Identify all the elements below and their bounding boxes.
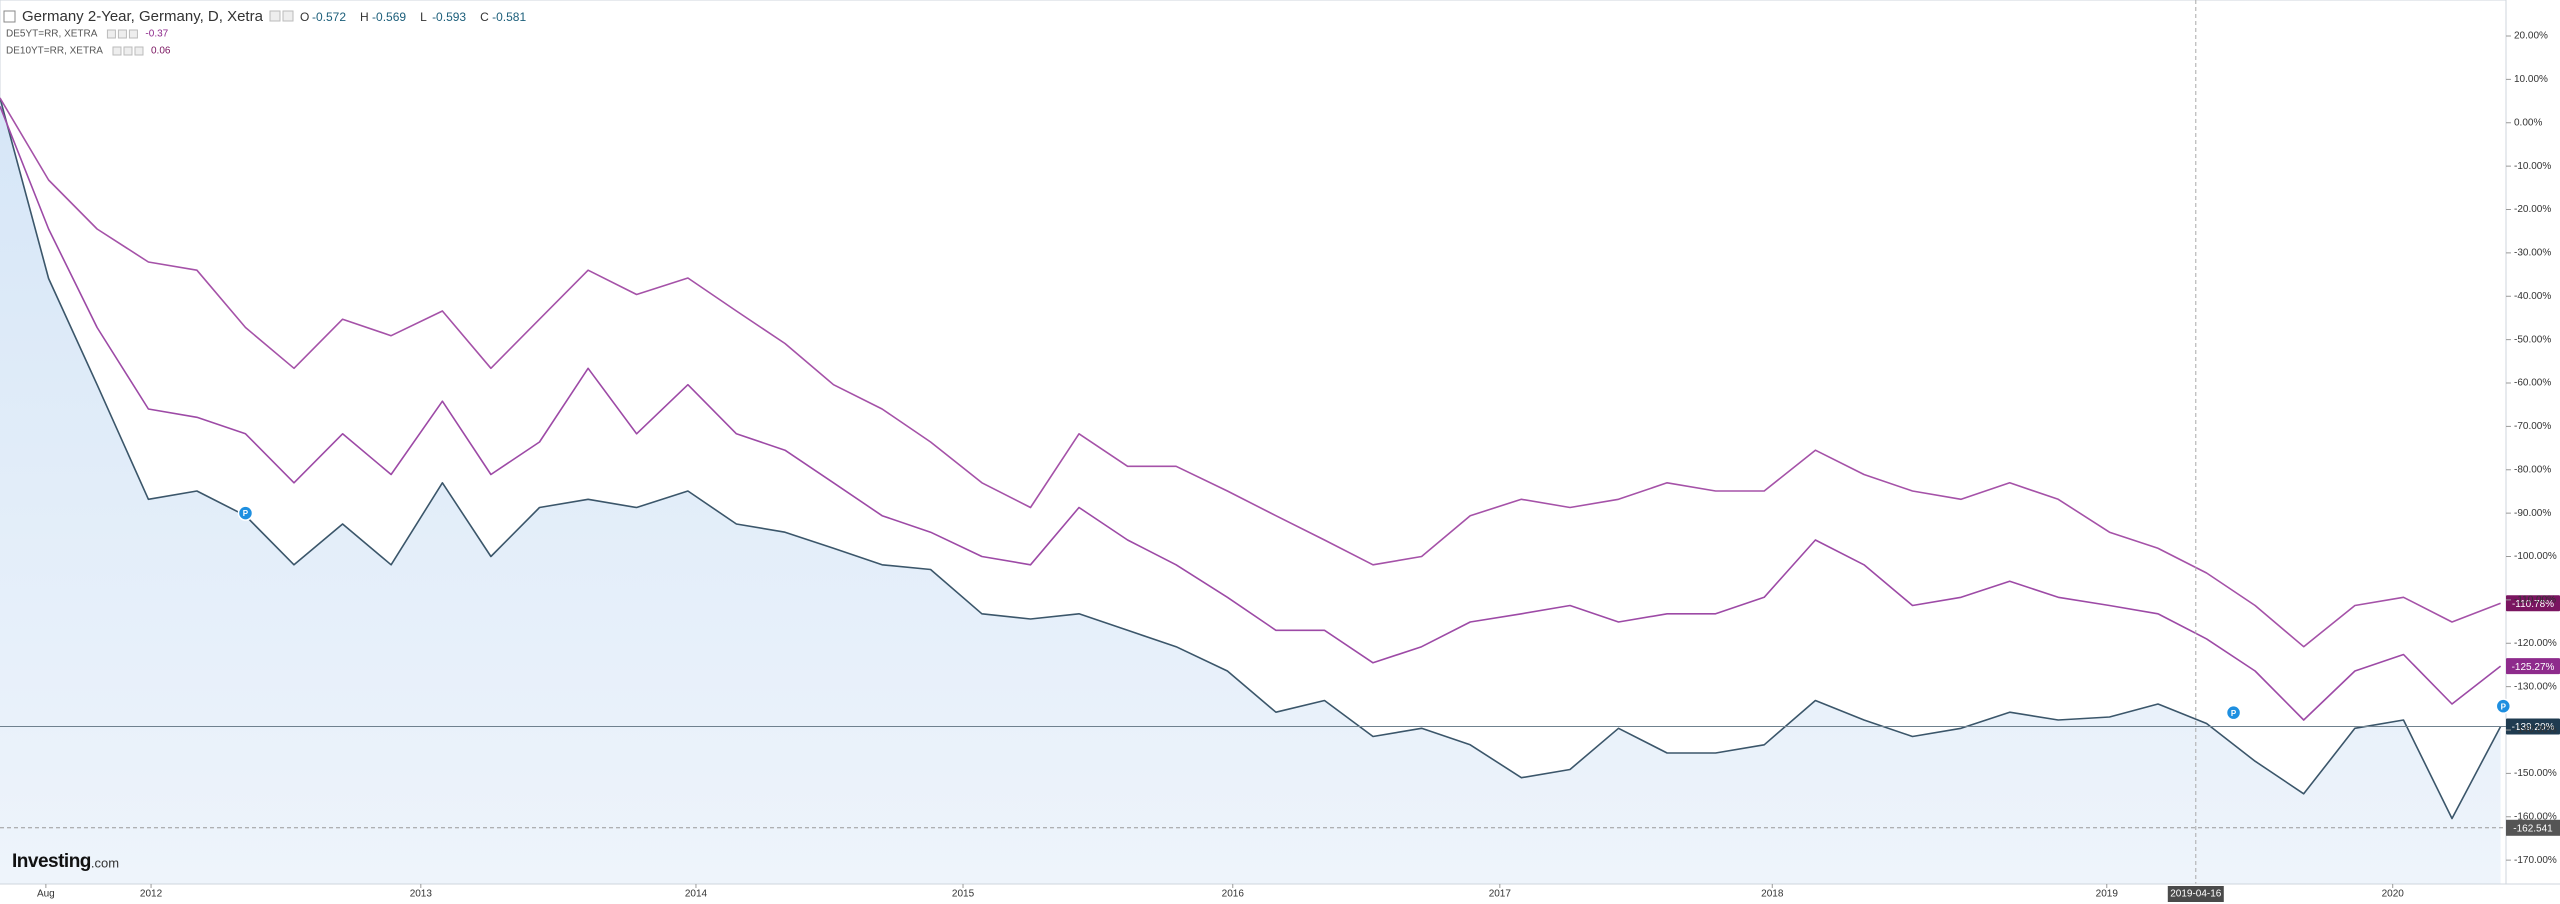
series-line bbox=[0, 106, 2502, 721]
last-value-label: -110.78% bbox=[2512, 599, 2554, 610]
crosshair-box bbox=[2167, 886, 2224, 902]
y-tick-label: 20.00% bbox=[2514, 31, 2548, 42]
ohlc-value: -0.572 bbox=[312, 10, 346, 24]
x-tick-label: Aug bbox=[37, 889, 55, 900]
ohlc-key: H bbox=[360, 10, 369, 24]
event-flag[interactable]: P bbox=[237, 505, 254, 521]
y-tick-label: -110.00% bbox=[2514, 595, 2556, 606]
y-tick-label: -100.00% bbox=[2514, 551, 2557, 562]
y-tick-label: -60.00% bbox=[2514, 378, 2551, 389]
reference-box bbox=[2506, 819, 2560, 836]
event-flag-dot bbox=[2495, 698, 2512, 714]
y-tick-label: 10.00% bbox=[2514, 74, 2548, 85]
header: Germany 2-Year, Germany, D, Xetra bbox=[3, 8, 264, 25]
series-line bbox=[0, 97, 2502, 820]
reference-label: -162.541 bbox=[2513, 823, 2553, 834]
logo-suffix: .com bbox=[91, 855, 119, 870]
event-flag-label: P bbox=[243, 509, 249, 518]
last-value-box bbox=[2506, 718, 2560, 735]
ohlc-icon bbox=[269, 10, 281, 22]
collapse-icon[interactable] bbox=[3, 10, 16, 23]
event-flag-label: P bbox=[2501, 702, 2507, 711]
y-tick-label: -70.00% bbox=[2514, 421, 2551, 432]
legend: DE5YT=RR, XETRA -0.37 DE10YT=RR, XETRA 0.06 bbox=[6, 29, 171, 57]
legend-icon bbox=[123, 46, 133, 56]
series-line bbox=[0, 97, 2501, 648]
event-flag[interactable]: P bbox=[2225, 704, 2242, 721]
legend-icon bbox=[134, 46, 144, 56]
event-flag-dot bbox=[2225, 704, 2242, 721]
ohlc-key: C bbox=[480, 10, 489, 24]
legend-change: 0.06 bbox=[151, 46, 171, 57]
last-value-label: -125.27% bbox=[2512, 662, 2555, 673]
x-tick-label: 2014 bbox=[685, 889, 708, 900]
x-tick-label: 2019 bbox=[2096, 889, 2119, 900]
x-tick-label: 2018 bbox=[1761, 889, 1784, 900]
legend-icon bbox=[128, 29, 138, 39]
legend-icon bbox=[117, 29, 127, 39]
y-tick-label: -160.00% bbox=[2514, 811, 2557, 822]
legend-entry[interactable]: DE5YT=RR, XETRA bbox=[6, 29, 98, 40]
legend-icon bbox=[106, 29, 116, 39]
last-value-box bbox=[2506, 658, 2560, 675]
y-tick-label: -150.00% bbox=[2514, 768, 2557, 779]
x-tick-label: 2017 bbox=[1489, 889, 1512, 900]
y-tick-label: -30.00% bbox=[2514, 248, 2551, 259]
area-layer bbox=[0, 98, 2501, 884]
legend-icon bbox=[112, 46, 122, 56]
ohlc: O -0.572 H -0.569 L -0.593 C -0.581 bbox=[269, 10, 526, 24]
y-tick-label: -120.00% bbox=[2514, 638, 2557, 649]
y-tick-label: -90.00% bbox=[2514, 508, 2551, 519]
logo: Investing bbox=[12, 851, 91, 872]
series-area bbox=[0, 98, 2501, 884]
x-tick-label: 2013 bbox=[410, 889, 433, 900]
ohlc-key: O bbox=[300, 10, 309, 24]
y-tick-label: -10.00% bbox=[2514, 161, 2551, 172]
y-tick-label: -20.00% bbox=[2514, 204, 2551, 215]
x-tick-label: 2012 bbox=[140, 889, 163, 900]
event-flag[interactable]: P bbox=[2495, 698, 2512, 714]
ohlc-key: L bbox=[420, 10, 427, 24]
last-value-label: -139.20% bbox=[2512, 722, 2555, 733]
y-tick-label: 0.00% bbox=[2514, 117, 2542, 128]
x-tick-label: 2016 bbox=[1222, 889, 1245, 900]
ohlc-value: -0.593 bbox=[432, 10, 466, 24]
legend-entry[interactable]: DE10YT=RR, XETRA bbox=[6, 46, 103, 57]
crosshair-label: 2019-04-16 bbox=[2170, 889, 2222, 900]
x-tick-label: 2015 bbox=[952, 889, 975, 900]
ohlc-value: -0.581 bbox=[492, 10, 526, 24]
y-tick-label: -40.00% bbox=[2514, 291, 2551, 302]
event-flag-dot bbox=[237, 505, 254, 521]
lines-layer bbox=[0, 97, 2502, 820]
ohlc-icon bbox=[282, 10, 294, 22]
event-flag-label: P bbox=[2231, 709, 2237, 718]
y-tick-label: -130.00% bbox=[2514, 681, 2557, 692]
y-tick-label: -80.00% bbox=[2514, 464, 2551, 475]
x-tick-label: 2020 bbox=[2382, 889, 2405, 900]
y-tick-label: -140.00% bbox=[2514, 725, 2557, 736]
y-tick-label: -50.00% bbox=[2514, 334, 2551, 345]
last-value-box bbox=[2506, 595, 2560, 612]
y-tick-label: -170.00% bbox=[2514, 855, 2557, 866]
legend-change: -0.37 bbox=[145, 29, 168, 40]
ohlc-value: -0.569 bbox=[372, 10, 406, 24]
main-title: Germany 2-Year, Germany, D, Xetra bbox=[22, 8, 264, 25]
